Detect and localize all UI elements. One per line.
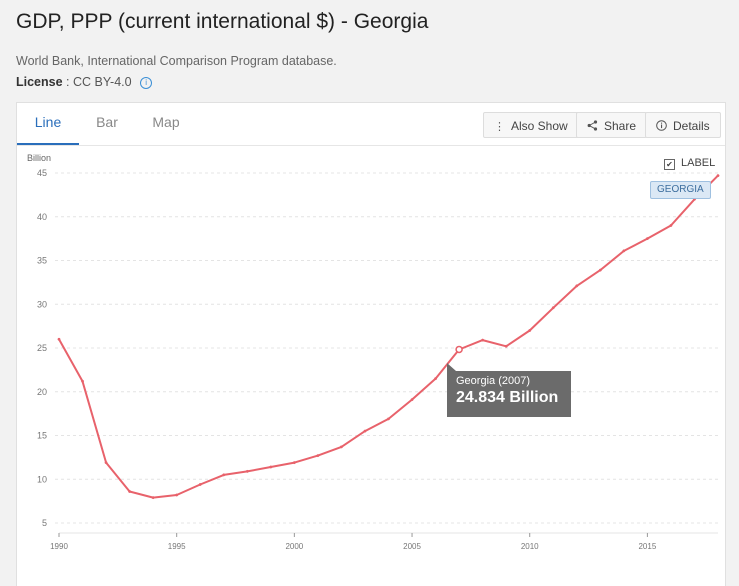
data-point (363, 429, 367, 433)
x-tick-label: 1995 (168, 542, 186, 551)
more-vertical-icon: ⋮ (494, 121, 505, 133)
license-value: : CC BY-4.0 (66, 75, 132, 89)
y-tick-label: 35 (37, 256, 47, 266)
data-point (151, 496, 155, 500)
label-toggle-text: LABEL (681, 157, 716, 169)
data-point (528, 329, 532, 332)
also-show-button[interactable]: ⋮ Also Show (483, 112, 579, 138)
tab-line[interactable]: Line (17, 103, 79, 145)
data-point (104, 461, 108, 465)
y-tick-label: 10 (37, 474, 47, 484)
y-axis-label: Billion (27, 153, 51, 163)
y-tick-label: 30 (37, 299, 47, 309)
data-point (81, 379, 84, 383)
data-point (622, 249, 626, 253)
data-point (316, 454, 320, 458)
license-label: License (16, 75, 63, 89)
y-tick-label: 45 (37, 168, 47, 178)
data-point (387, 417, 390, 421)
series-line-georgia (58, 174, 719, 499)
data-point (410, 398, 414, 402)
y-tick-label: 15 (37, 431, 47, 441)
data-point (222, 473, 226, 477)
info-icon[interactable]: i (140, 77, 153, 89)
label-toggle[interactable]: ✔ LABEL (664, 157, 715, 170)
data-point (57, 337, 61, 341)
share-label: Share (604, 119, 637, 133)
data-point (292, 461, 296, 465)
license-line: License : CC BY-4.0 i (16, 75, 153, 89)
also-show-label: Also Show (511, 119, 568, 133)
data-point (551, 306, 555, 310)
y-tick-label: 40 (37, 212, 47, 222)
data-point (669, 224, 673, 227)
tooltip-name: Georgia (2007) (456, 375, 530, 387)
data-point (645, 237, 649, 241)
label-checkbox[interactable]: ✔ (664, 159, 675, 170)
y-tick-label: 20 (37, 387, 47, 397)
data-point (504, 344, 508, 348)
source-text: World Bank, International Comparison Pro… (16, 54, 337, 68)
x-tick-label: 2015 (638, 542, 656, 551)
tooltip-value: 24.834 Billion (456, 389, 559, 406)
info-circle-icon (656, 114, 667, 140)
details-label: Details (673, 119, 710, 133)
data-point (481, 338, 485, 342)
tab-map[interactable]: Map (152, 114, 180, 130)
x-tick-label: 2005 (403, 542, 421, 551)
line-chart: Billion 5 10 15 20 25 30 35 40 45 1990 1995 2000 2005… (27, 153, 720, 551)
share-icon (587, 114, 598, 140)
data-point (716, 174, 720, 178)
data-point (575, 284, 579, 288)
y-tick-label: 25 (37, 343, 47, 353)
chart-tooltip: Georgia (2007) 24.834 Billion (447, 363, 571, 417)
tab-bar[interactable]: Bar (96, 114, 118, 130)
data-point (339, 445, 343, 449)
data-point (598, 268, 602, 272)
series-tag: GEORGIA (650, 181, 711, 199)
y-tick-label: 5 (42, 518, 47, 528)
x-tick-label: 2010 (521, 542, 539, 551)
highlighted-point (455, 345, 463, 354)
page-title: GDP, PPP (current international $) - Geo… (16, 10, 429, 33)
chart-card: Line Bar Map ⋮ Also Show Share Details Bi… (16, 102, 726, 586)
data-point (434, 377, 438, 381)
x-tick-label: 1990 (50, 542, 68, 551)
share-button[interactable]: Share (576, 112, 648, 140)
data-point (245, 469, 249, 473)
data-point (128, 490, 132, 493)
data-point (269, 465, 273, 469)
chart-tabs: Line Bar Map ⋮ Also Show Share Details (17, 103, 725, 146)
data-point (175, 493, 179, 497)
x-tick-label: 2000 (285, 542, 303, 551)
details-button[interactable]: Details (645, 112, 721, 138)
data-point (198, 483, 202, 486)
